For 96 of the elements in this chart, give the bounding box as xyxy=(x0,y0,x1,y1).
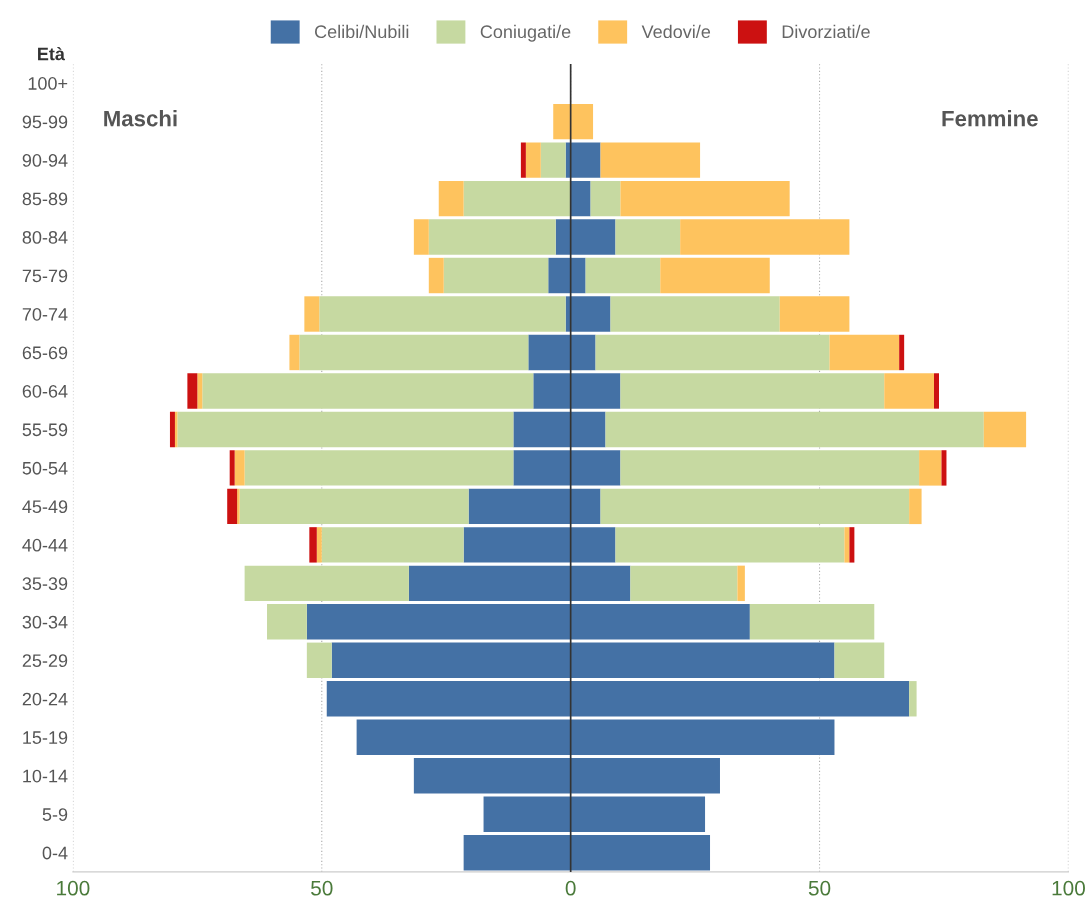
bar xyxy=(941,450,947,486)
annotation: Maschi xyxy=(104,110,177,127)
bar xyxy=(244,565,409,602)
y-tick-label: 15-19 xyxy=(23,731,68,744)
y-tick-label: 0-4 xyxy=(42,846,68,860)
y-tick-label: 75-79 xyxy=(22,269,68,283)
bar xyxy=(428,257,444,294)
x-tick-label: 0 xyxy=(565,880,576,896)
y-tick-label: 55-59 xyxy=(22,423,68,437)
y-tick-label: 10-14 xyxy=(23,769,68,783)
bar xyxy=(595,334,830,371)
bar xyxy=(438,180,464,217)
bar xyxy=(289,334,300,371)
bar xyxy=(590,180,621,217)
x-tick-label: 50 xyxy=(311,880,333,896)
bar xyxy=(737,565,745,602)
bar xyxy=(319,296,566,332)
y-tick-label: 45-49 xyxy=(22,500,68,514)
bar xyxy=(321,527,464,563)
legend-label: Celibi/Nubili xyxy=(315,24,409,39)
bar xyxy=(585,257,661,294)
x-tick-label: 100 xyxy=(57,880,90,896)
bar xyxy=(620,450,920,486)
bar xyxy=(443,257,549,294)
bar xyxy=(520,142,526,178)
bar xyxy=(234,450,245,486)
y-tick-label: 100+ xyxy=(28,77,68,90)
bar xyxy=(909,681,917,717)
y-axis-title: Età xyxy=(38,46,65,61)
bar xyxy=(413,219,429,255)
bar xyxy=(239,488,469,525)
y-tick-label: 80-84 xyxy=(22,230,68,244)
y-tick-label: 85-89 xyxy=(22,192,68,206)
bar xyxy=(177,411,514,448)
bar xyxy=(680,219,850,255)
bar xyxy=(187,373,198,409)
bar xyxy=(849,527,855,563)
bar xyxy=(227,488,238,525)
bar xyxy=(229,450,235,486)
bar xyxy=(306,642,332,678)
y-tick-label: 95-99 xyxy=(22,115,68,129)
y-tick-label: 25-29 xyxy=(22,654,68,668)
bar xyxy=(749,604,875,640)
bar xyxy=(570,142,601,178)
y-tick-label: 5-9 xyxy=(42,808,68,821)
bar xyxy=(525,142,541,178)
y-tick-label: 40-44 xyxy=(22,538,68,552)
bar xyxy=(620,180,790,217)
bar xyxy=(919,450,942,486)
bar xyxy=(169,411,175,448)
bar xyxy=(829,334,900,371)
y-tick-label: 20-24 xyxy=(22,692,68,706)
bar xyxy=(428,219,556,255)
bar xyxy=(615,219,681,255)
bar xyxy=(267,604,307,640)
bar xyxy=(610,296,780,332)
bar xyxy=(304,296,320,332)
bar xyxy=(660,257,770,294)
y-tick-label: 70-74 xyxy=(22,307,68,321)
legend-label: Vedovi/e xyxy=(641,24,711,39)
bar xyxy=(197,373,203,409)
bar xyxy=(463,180,571,217)
bar xyxy=(844,527,850,563)
bar xyxy=(615,527,845,563)
bar xyxy=(299,334,529,371)
annotation: Femmine xyxy=(942,110,1038,127)
bar xyxy=(540,142,566,178)
y-tick-label: 30-34 xyxy=(22,615,68,629)
x-tick-label: 50 xyxy=(808,880,831,896)
bar xyxy=(570,296,611,332)
bar xyxy=(934,373,939,409)
y-tick-label: 65-69 xyxy=(22,346,68,360)
bar xyxy=(244,450,514,486)
y-tick-label: 35-39 xyxy=(22,577,68,591)
legend-label: Coniugati/e xyxy=(480,24,571,42)
y-tick-label: 90-94 xyxy=(22,154,68,167)
bar xyxy=(779,296,850,332)
bar xyxy=(237,488,240,525)
y-tick-label: 50-54 xyxy=(22,461,68,475)
bar xyxy=(630,565,738,602)
bar xyxy=(983,411,1027,448)
bar xyxy=(600,488,910,525)
bar xyxy=(316,527,322,563)
x-tick-label: 100 xyxy=(1052,880,1085,896)
bar xyxy=(600,142,701,178)
y-tick-label: 60-64 xyxy=(22,384,68,398)
bar xyxy=(202,373,534,409)
bar xyxy=(309,527,317,563)
bar xyxy=(834,642,885,678)
bar xyxy=(620,373,885,409)
bar xyxy=(605,411,984,448)
bar xyxy=(899,334,905,371)
bar xyxy=(884,373,935,409)
legend-label: Divorziati/e xyxy=(782,24,870,39)
bar xyxy=(909,488,922,525)
bar xyxy=(570,180,591,217)
